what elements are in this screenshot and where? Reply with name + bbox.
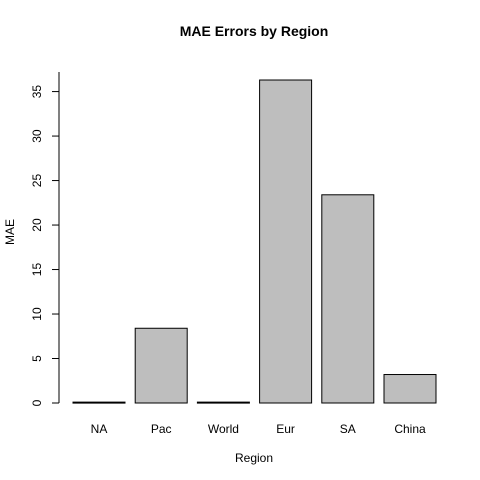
bar-china [383,374,437,404]
y-tick-label: 20 [30,218,44,232]
bar-sa [321,194,375,404]
y-tick-label: 15 [30,263,44,277]
y-axis-ticks: 0 5 10 15 20 25 30 35 [30,85,59,406]
y-tick-label: 5 [30,355,44,362]
y-tick-label: 10 [30,307,44,321]
x-axis-tick-labels: NA Pac World Eur SA China [91,422,426,436]
x-tick-label: NA [91,422,108,436]
bar-world [196,401,250,404]
bar-pac [134,327,188,404]
y-tick-label: 35 [30,85,44,99]
y-tick-label: 0 [30,399,44,406]
x-tick-label: Pac [151,422,172,436]
bar-eur [259,79,313,404]
y-tick-label: 25 [30,174,44,188]
x-tick-label: SA [340,422,356,436]
chart-title: MAE Errors by Region [180,23,329,39]
y-tick-label: 30 [30,129,44,143]
y-axis-label: MAE [3,219,17,245]
x-tick-label: Eur [276,422,295,436]
bars-group [72,79,437,404]
x-tick-label: China [394,422,426,436]
bar-na [72,401,126,404]
x-tick-label: World [208,422,239,436]
x-axis-label: Region [235,451,273,465]
